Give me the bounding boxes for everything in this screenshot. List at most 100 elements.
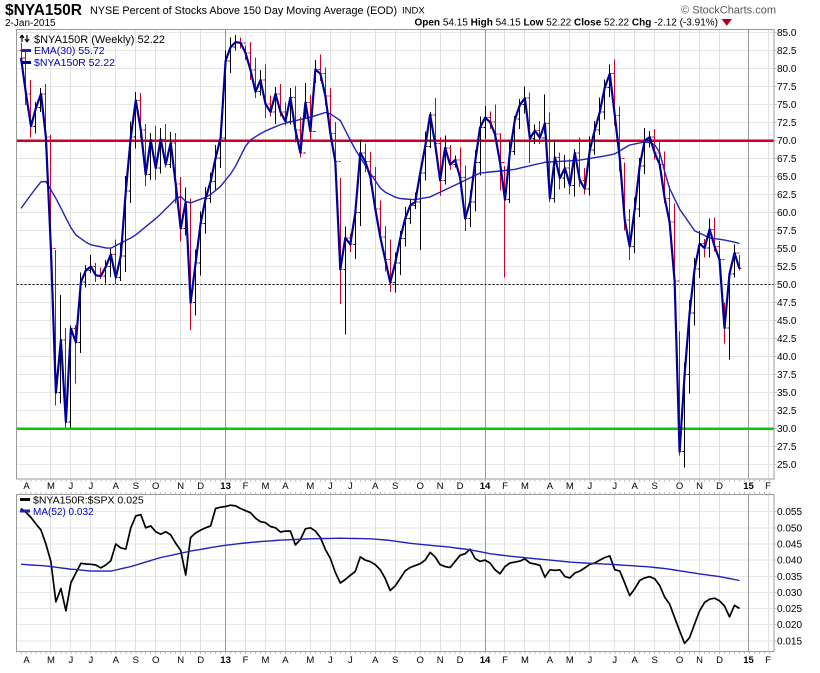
svg-text:$NYA150R:$SPX 0.025: $NYA150R:$SPX 0.025 [33,495,144,507]
svg-text:D: D [197,481,204,492]
svg-text:S: S [652,481,658,492]
svg-text:D: D [716,655,723,666]
svg-text:F: F [765,481,771,492]
svg-text:F: F [765,655,771,666]
svg-text:J: J [69,655,74,666]
svg-text:A: A [547,655,554,666]
svg-text:MA(52) 0.032: MA(52) 0.032 [33,507,94,518]
svg-text:A: A [113,655,120,666]
svg-text:O: O [676,481,683,492]
svg-text:15: 15 [743,655,754,666]
svg-text:30.0: 30.0 [777,424,797,435]
svg-text:J: J [587,655,592,666]
svg-text:55.0: 55.0 [777,244,797,255]
svg-text:Open 54.15 High 54.15 Low 52.2: Open 54.15 High 54.15 Low 52.22 Close 52… [414,18,718,29]
svg-text:0.015: 0.015 [777,636,802,647]
svg-text:F: F [502,481,508,492]
svg-text:A: A [372,655,379,666]
svg-text:0.030: 0.030 [777,588,802,599]
svg-text:57.5: 57.5 [777,226,797,237]
svg-text:EMA(30) 55.72: EMA(30) 55.72 [34,45,105,57]
svg-text:80.0: 80.0 [777,64,797,75]
svg-text:N: N [696,481,703,492]
svg-text:J: J [612,655,617,666]
svg-text:A: A [547,481,554,492]
svg-text:J: J [88,481,93,492]
svg-text:J: J [88,655,93,666]
svg-text:O: O [152,481,159,492]
svg-text:J: J [328,481,333,492]
svg-text:© StockCharts.com: © StockCharts.com [681,5,776,17]
svg-text:S: S [133,481,139,492]
svg-text:65.0: 65.0 [777,172,797,183]
svg-text:$NYA150R: $NYA150R [5,2,82,19]
svg-text:J: J [348,481,353,492]
svg-text:0.020: 0.020 [777,620,802,631]
svg-text:0.055: 0.055 [777,507,802,518]
svg-text:50.0: 50.0 [777,280,797,291]
svg-text:A: A [113,481,120,492]
svg-text:J: J [587,481,592,492]
svg-text:32.5: 32.5 [777,406,797,417]
svg-text:A: A [372,481,379,492]
svg-text:F: F [243,655,249,666]
svg-text:N: N [437,481,444,492]
svg-text:N: N [177,481,184,492]
svg-text:35.0: 35.0 [777,388,797,399]
svg-text:J: J [328,655,333,666]
svg-text:NYSE Percent of Stocks Above 1: NYSE Percent of Stocks Above 150 Day Mov… [90,5,397,17]
svg-text:O: O [416,481,423,492]
svg-text:O: O [676,655,683,666]
svg-text:A: A [23,655,30,666]
svg-text:S: S [392,481,398,492]
svg-text:15: 15 [743,481,754,492]
svg-text:$NYA150R 52.22: $NYA150R 52.22 [34,57,115,69]
svg-text:M: M [566,655,574,666]
svg-text:N: N [696,655,703,666]
svg-text:M: M [566,481,574,492]
svg-text:D: D [197,655,204,666]
svg-text:F: F [502,655,508,666]
svg-text:M: M [262,481,270,492]
svg-text:M: M [47,481,55,492]
svg-text:O: O [152,655,159,666]
svg-text:75.0: 75.0 [777,100,797,111]
svg-text:0.045: 0.045 [777,539,802,550]
svg-text:0.025: 0.025 [777,604,802,615]
svg-text:S: S [392,655,398,666]
svg-text:77.5: 77.5 [777,82,797,93]
svg-text:70.0: 70.0 [777,136,797,147]
svg-text:M: M [306,655,314,666]
svg-text:J: J [348,655,353,666]
svg-text:52.5: 52.5 [777,262,797,273]
svg-text:82.5: 82.5 [777,46,797,57]
svg-text:O: O [416,655,423,666]
svg-text:37.5: 37.5 [777,370,797,381]
svg-text:62.5: 62.5 [777,190,797,201]
svg-text:A: A [282,655,289,666]
svg-text:0.035: 0.035 [777,572,802,583]
svg-text:A: A [282,481,289,492]
svg-text:14: 14 [480,481,491,492]
svg-text:14: 14 [480,655,491,666]
svg-text:M: M [47,655,55,666]
svg-text:J: J [69,481,74,492]
svg-text:N: N [437,655,444,666]
svg-text:M: M [521,481,529,492]
svg-text:60.0: 60.0 [777,208,797,219]
svg-text:42.5: 42.5 [777,334,797,345]
svg-text:25.0: 25.0 [777,460,797,471]
svg-text:S: S [133,655,139,666]
svg-text:13: 13 [220,481,231,492]
svg-text:27.5: 27.5 [777,442,797,453]
svg-text:S: S [652,655,658,666]
svg-text:D: D [457,481,464,492]
svg-text:M: M [521,655,529,666]
svg-text:INDX: INDX [402,6,425,17]
svg-text:72.5: 72.5 [777,118,797,129]
svg-text:85.0: 85.0 [777,28,797,39]
svg-text:A: A [23,481,30,492]
svg-text:N: N [177,655,184,666]
svg-text:M: M [262,655,270,666]
svg-text:0.040: 0.040 [777,556,802,567]
